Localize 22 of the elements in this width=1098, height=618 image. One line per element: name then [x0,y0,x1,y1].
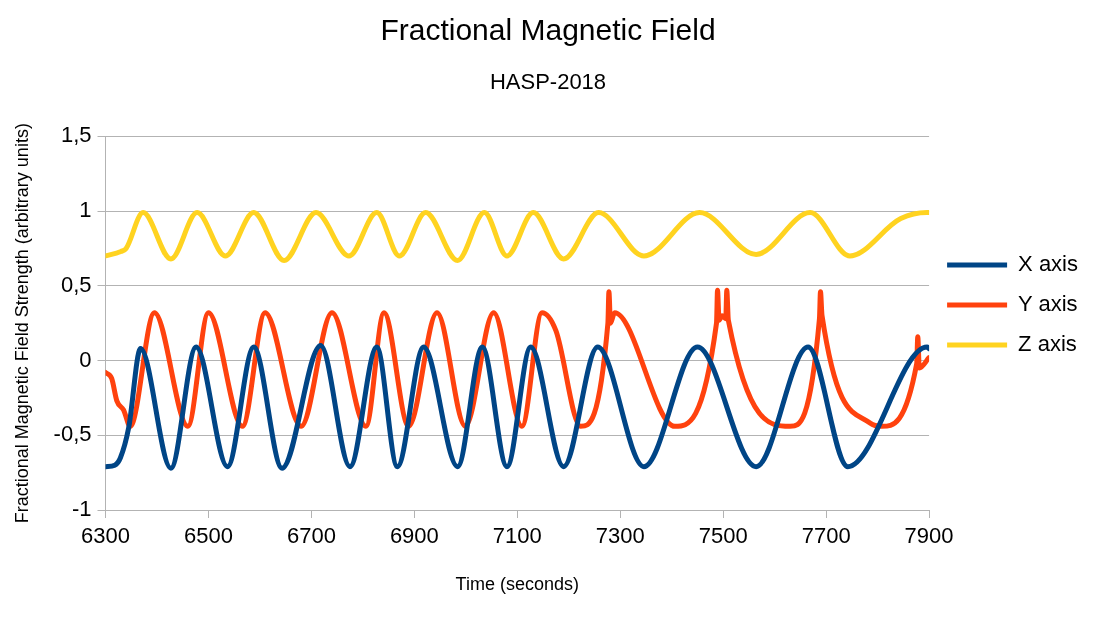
y-tick-label: 1 [79,197,92,223]
legend-label: X axis [1018,251,1079,277]
x-tick-label: 6300 [81,523,130,549]
y-tick-label: -0,5 [53,421,92,447]
y-tick-label: 1,5 [60,122,92,148]
x-tick-label: 7500 [698,523,748,549]
x-axis-title: Time (seconds) [455,574,579,595]
chart-subtitle: HASP-2018 [489,69,607,95]
chart-title: Fractional Magnetic Field [380,13,716,47]
x-tick-label: 7300 [595,523,645,549]
y-tick-label: 0 [79,346,92,372]
y-axis-title: Fractional Magnetic Field Strength (arbitrary units) [11,123,32,524]
legend-label: Y axis [1018,291,1078,317]
x-tick-label: 6700 [286,523,336,549]
x-tick-label: 7900 [904,523,954,549]
x-tick-label: 7700 [801,523,851,549]
y-tick-label: 0,5 [60,271,92,297]
legend-label: Z axis [1018,331,1077,357]
y-tick-label: -1 [71,496,92,522]
x-tick-label: 6500 [183,523,233,549]
x-tick-label: 6900 [389,523,439,549]
x-tick-label: 7100 [492,523,542,549]
